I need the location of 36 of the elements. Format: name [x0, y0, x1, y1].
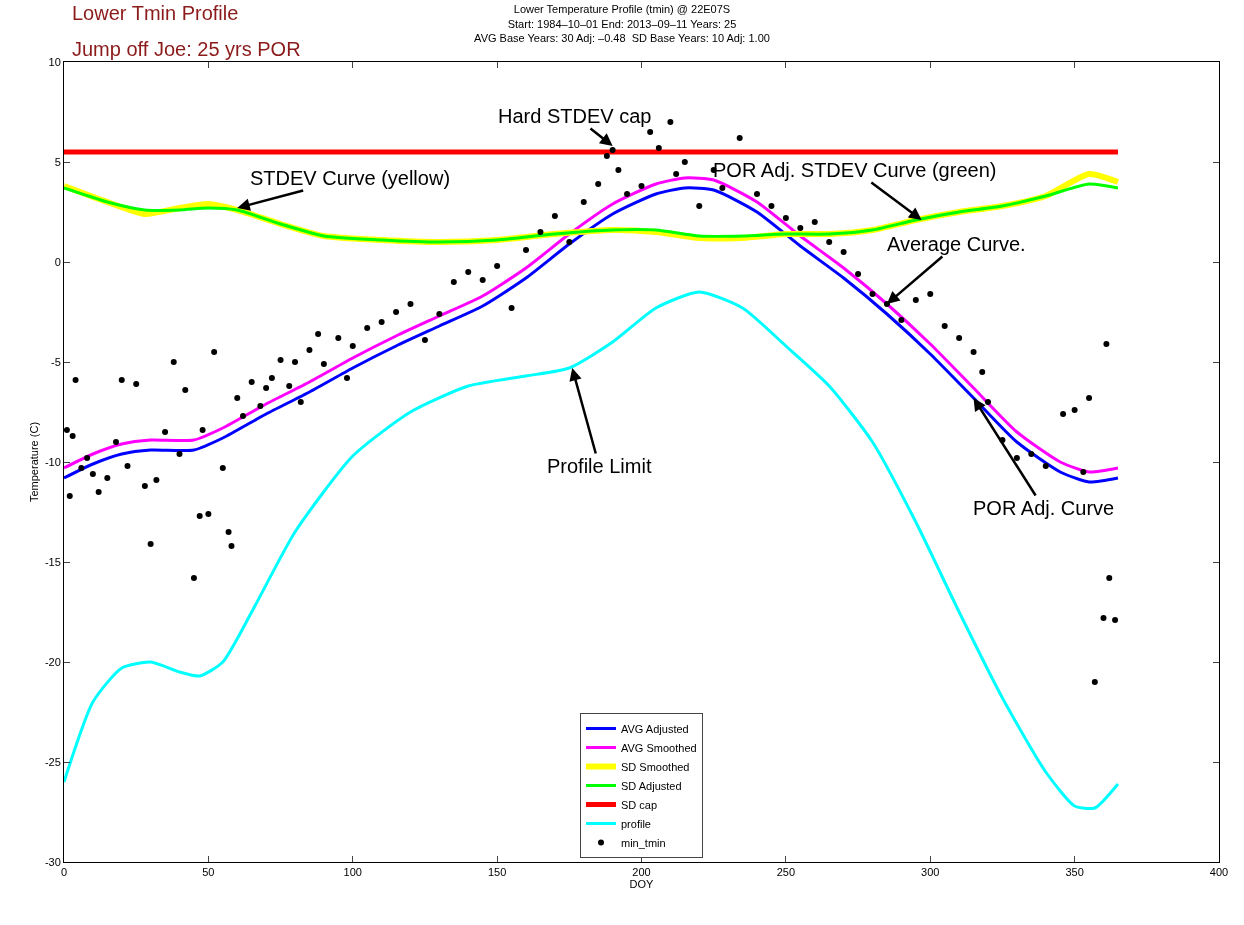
y-tick-label: -25 [44, 755, 61, 768]
legend-label: AVG Adjusted [621, 722, 689, 735]
y-tick-label: 10 [48, 55, 61, 68]
x-axis-title: DOY [629, 878, 655, 891]
x-tick-label: 150 [487, 866, 507, 879]
legend-label: SD cap [621, 798, 658, 811]
x-tick-label: 100 [343, 866, 362, 879]
text: Jump off Joe: 25 yrs POR [72, 38, 301, 60]
chart-subtitle: Start: 1984–10–01 End: 2013–09–11 Years: 25 AVG Base Years: 30 Adj: –0.48 SD Base Years: 10 Adj: 1.00 [474, 17, 770, 44]
y-tick-label: -10 [44, 455, 61, 468]
y-tick-label: -30 [44, 855, 61, 868]
legend-label: AVG Smoothed [621, 741, 697, 754]
text: Lower Tmin Profile [72, 2, 239, 24]
y-tick-label: 5 [54, 155, 61, 168]
annotation: POR Adj. Curve [973, 497, 1115, 519]
legend-label: profile [621, 817, 651, 830]
x-tick-label: 350 [1065, 866, 1084, 879]
annotation: Profile Limit [547, 455, 652, 477]
annotation: Hard STDEV cap [498, 105, 652, 127]
y-tick-label: -20 [44, 655, 61, 668]
annotation: POR Adj. STDEV Curve (green) [713, 159, 997, 181]
y-tick-label: -5 [51, 355, 61, 368]
y-tick-label: 0 [54, 255, 61, 268]
y-axis-title: Temperature (C) [27, 421, 40, 503]
legend-label: SD Adjusted [621, 779, 682, 792]
chart-title: Lower Temperature Profile (tmin) @ 22E07S [513, 3, 731, 16]
x-tick-label: 250 [776, 866, 796, 879]
annotation: Average Curve. [887, 233, 1026, 255]
x-tick-label: 400 [1209, 866, 1229, 879]
legend-label: SD Smoothed [621, 760, 690, 773]
y-tick-label: -15 [44, 555, 61, 568]
annotation: STDEV Curve (yellow) [250, 167, 451, 189]
x-tick-label: 300 [921, 866, 940, 879]
x-tick-label: 200 [632, 866, 651, 879]
x-tick-label: 50 [202, 866, 215, 879]
legend-label: min_tmin [621, 836, 666, 849]
